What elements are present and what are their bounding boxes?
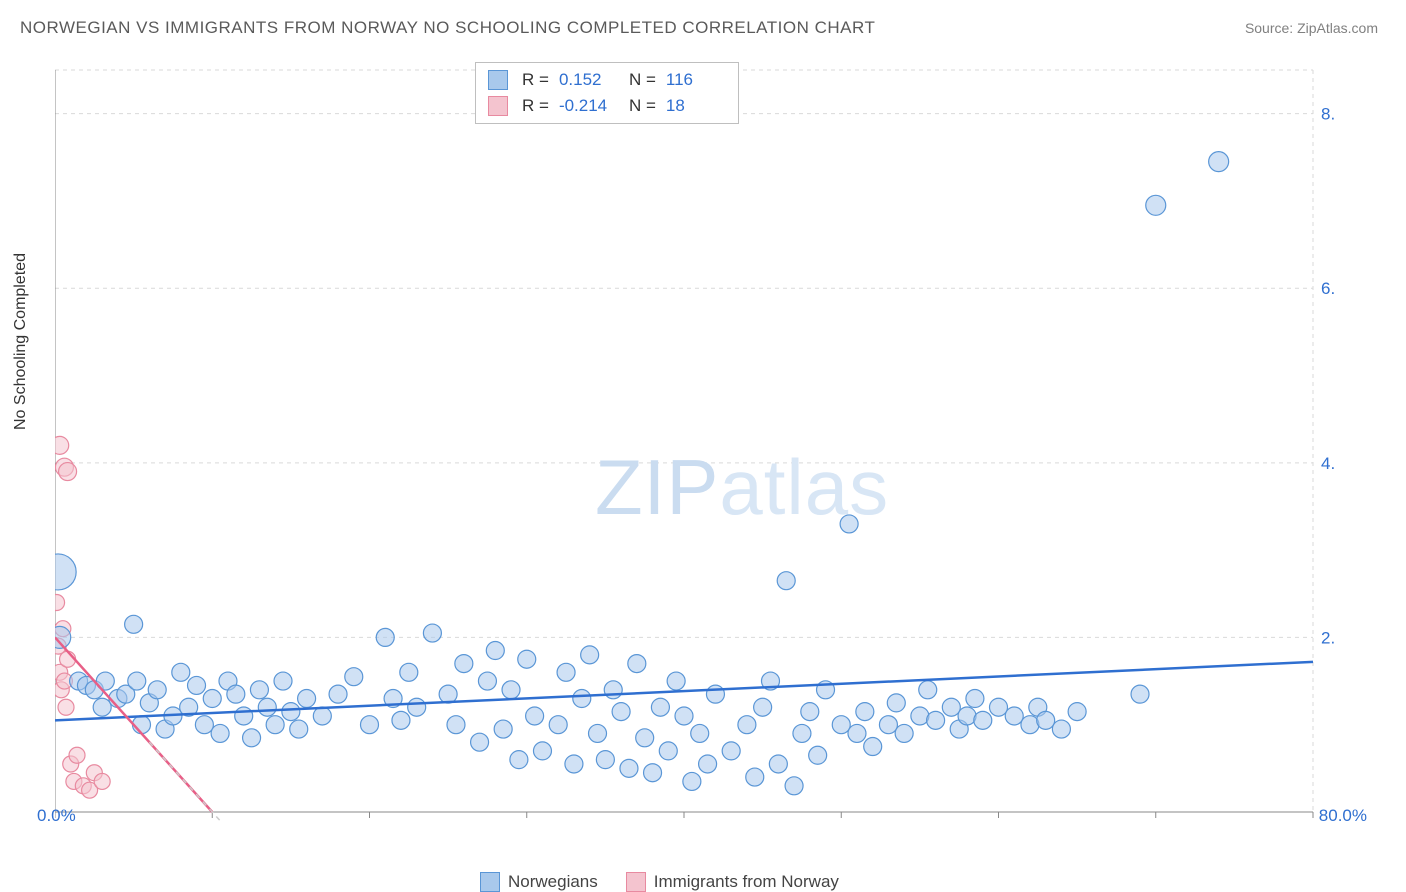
legend-item-immigrants: Immigrants from Norway [626,872,839,892]
legend-label-norwegians: Norwegians [508,872,598,892]
correlation-legend: R = 0.152 N = 116 R = -0.214 N = 18 [475,62,739,124]
n-value-norwegians: 116 [666,67,726,93]
x-axis-max-label: 80.0% [1319,806,1367,826]
r-label: R = [522,67,549,93]
watermark: ZIPatlas [595,442,889,533]
swatch-norwegians [488,70,508,90]
r-value-norwegians: 0.152 [559,67,619,93]
y-axis-label: No Schooling Completed [12,253,30,430]
svg-text:8.0%: 8.0% [1321,105,1335,124]
swatch-norwegians-bottom [480,872,500,892]
swatch-immigrants [488,96,508,116]
r-value-immigrants: -0.214 [559,93,619,119]
chart-area: 2.0% 4.0% 6.0% 8.0% ZIPatlas R = 0.152 N = … [55,62,1335,822]
n-label: N = [629,93,656,119]
source-attribution: Source: ZipAtlas.com [1245,20,1378,36]
svg-text:2.0%: 2.0% [1321,628,1335,647]
r-label: R = [522,93,549,119]
n-value-immigrants: 18 [666,93,726,119]
legend-label-immigrants: Immigrants from Norway [654,872,839,892]
legend-row-norwegians: R = 0.152 N = 116 [488,67,726,93]
svg-text:4.0%: 4.0% [1321,454,1335,473]
svg-text:6.0%: 6.0% [1321,279,1335,298]
series-legend: Norwegians Immigrants from Norway [480,872,839,892]
x-axis-min-label: 0.0% [37,806,76,826]
legend-row-immigrants: R = -0.214 N = 18 [488,93,726,119]
chart-title: NORWEGIAN VS IMMIGRANTS FROM NORWAY NO S… [20,18,875,38]
n-label: N = [629,67,656,93]
legend-item-norwegians: Norwegians [480,872,598,892]
swatch-immigrants-bottom [626,872,646,892]
